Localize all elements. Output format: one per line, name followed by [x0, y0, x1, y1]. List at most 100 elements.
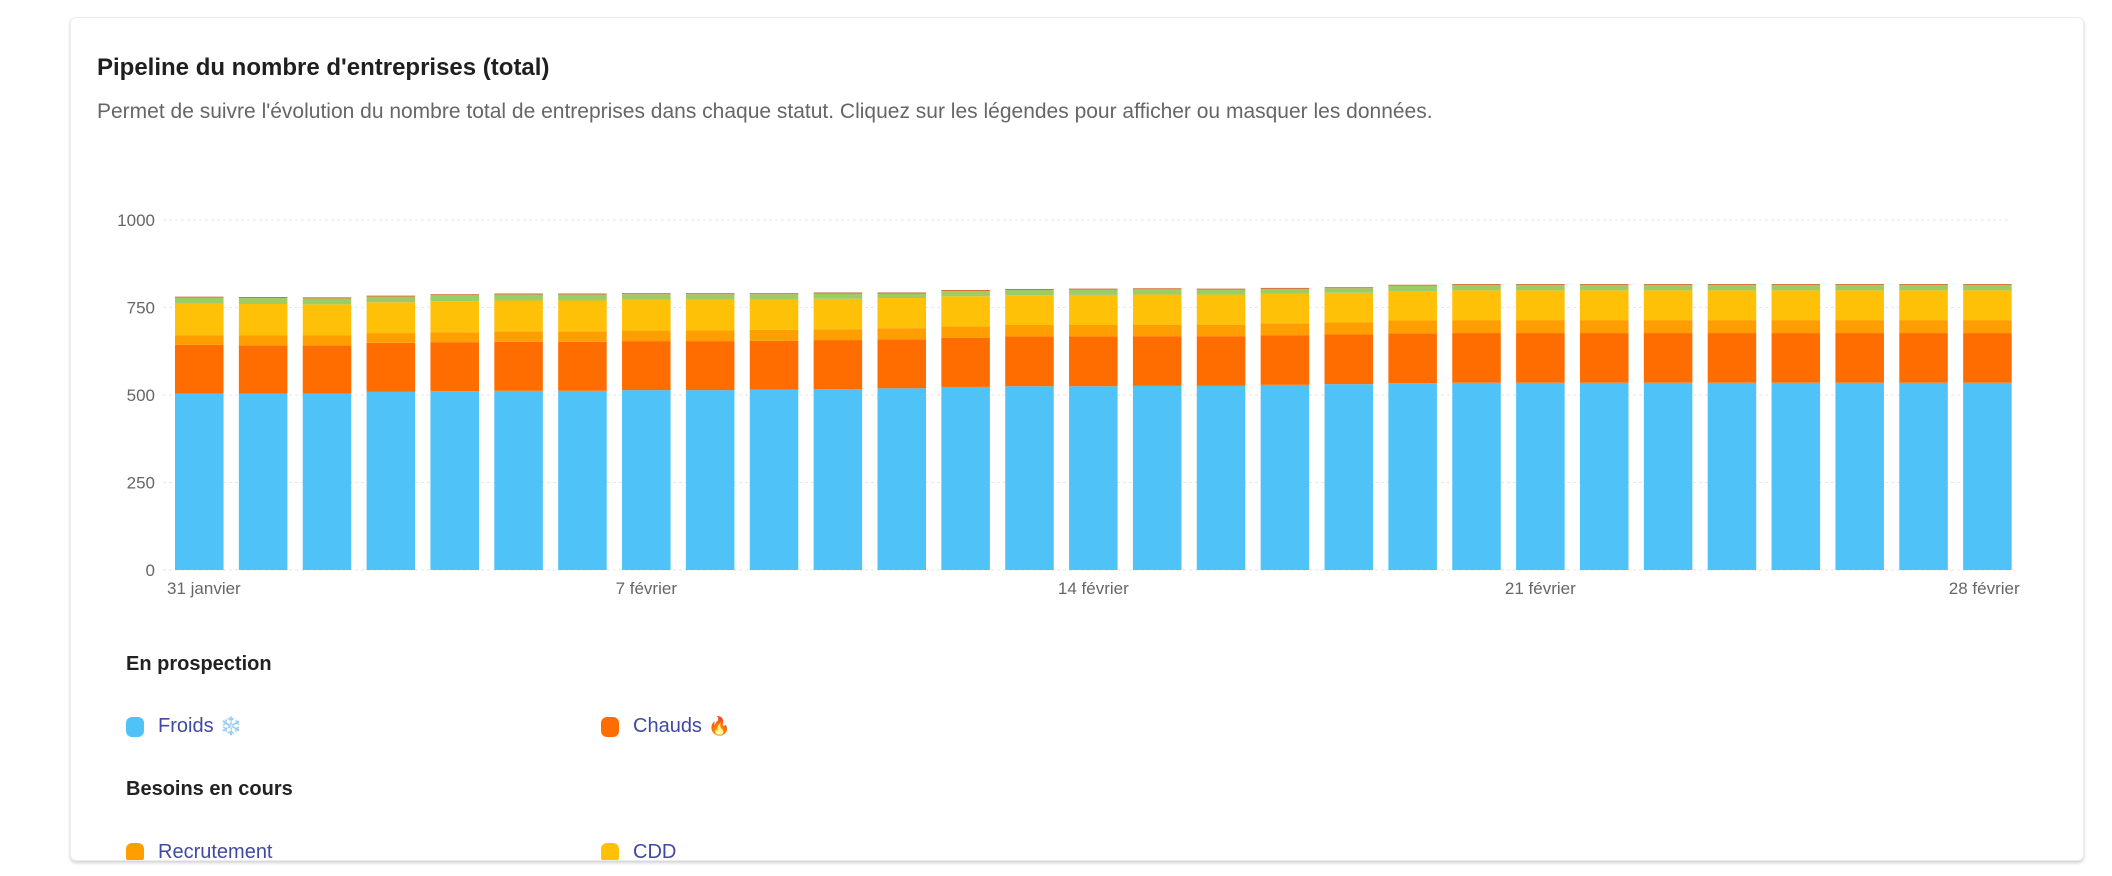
bar-segment-series-4 [1579, 285, 1629, 291]
bar-segment-series-5 [175, 296, 224, 298]
bar-segment-cdd [622, 299, 671, 331]
bar-segment-cdd [1579, 290, 1629, 321]
chauds-swatch [601, 716, 619, 737]
bar-segment-series-4 [813, 293, 863, 299]
bar-segment-froids [302, 393, 352, 570]
bar-segment-froids [749, 389, 799, 570]
bar-segment-series-4 [1452, 285, 1501, 291]
bar-segment-series-4 [1771, 285, 1821, 291]
bar-segment-series-5 [1005, 288, 1054, 290]
bar-segment-series-5 [877, 292, 927, 294]
bar-segment-chauds [1579, 333, 1629, 383]
bar-segment-froids [1005, 386, 1054, 570]
legend-label: Chauds [633, 715, 702, 737]
y-tick-label: 0 [146, 561, 155, 580]
bar-segment-recrutement [877, 328, 927, 340]
bar-segment-cdd [1324, 292, 1374, 323]
bar-segment-recrutement [1132, 324, 1182, 337]
y-tick-label: 250 [127, 474, 155, 493]
x-tick-label: 7 février [616, 579, 678, 598]
bar-segment-cdd [238, 304, 288, 336]
bar-segment-chauds [366, 342, 416, 392]
bar-segment-series-5 [1516, 284, 1565, 286]
bar-segment-chauds [1835, 333, 1884, 383]
bar-segment-series-5 [366, 295, 416, 297]
bar-segment-cdd [877, 298, 927, 329]
legend-item-recrutement[interactable]: Recrutement [126, 841, 273, 860]
bar-segment-froids [685, 390, 735, 570]
bar-segment-series-4 [1005, 290, 1054, 296]
x-tick-label: 28 février [1949, 579, 2020, 598]
legend-item-chauds[interactable]: Chauds 🔥 [601, 715, 730, 738]
stacked-bar-chart: 0 250 500 750 1000 31 janvier 7 février 14 févr… [117, 211, 2020, 598]
bar-segment-series-5 [685, 293, 735, 295]
bar-segment-froids [1196, 385, 1246, 570]
bar-segment-froids [1324, 384, 1374, 570]
bar-segment-froids [1388, 383, 1437, 570]
bar-segment-froids [366, 391, 416, 570]
bar-segment-chauds [1132, 336, 1182, 386]
snowflake-icon: ❄️ [219, 716, 242, 736]
bar-segment-cdd [1005, 295, 1054, 325]
bar-segment-cdd [941, 296, 990, 327]
bar-segment-froids [1069, 386, 1118, 570]
bar-segment-series-5 [749, 293, 799, 295]
bar-segment-chauds [558, 341, 607, 391]
bar-segment-froids [558, 390, 607, 570]
bar-segment-series-5 [1963, 284, 2012, 286]
bar-segment-series-5 [622, 293, 671, 295]
bar-segment-froids [813, 389, 863, 570]
bar-segment-chauds [1069, 336, 1118, 387]
bar-segment-chauds [1643, 333, 1693, 383]
bar-segment-cdd [1196, 294, 1246, 325]
bar-segment-series-5 [302, 297, 352, 299]
bar-segment-recrutement [494, 331, 543, 342]
bar-segment-froids [1132, 385, 1182, 570]
bar-segment-series-4 [175, 297, 224, 304]
bar-segment-chauds [494, 341, 543, 391]
bar-segment-recrutement [1835, 320, 1884, 334]
bar-segment-recrutement [1516, 320, 1565, 334]
bar-segment-froids [1771, 382, 1821, 570]
bar-segment-froids [1260, 384, 1310, 570]
bar-segment-cdd [1069, 294, 1118, 325]
legend-label: Froids [158, 715, 214, 737]
bar-segment-chauds [1388, 333, 1437, 384]
bar-segment-series-4 [1260, 288, 1310, 294]
bar-segment-recrutement [1069, 325, 1118, 337]
y-tick-label: 1000 [117, 211, 155, 230]
x-tick-label: 14 février [1058, 579, 1129, 598]
bar-segment-series-5 [1643, 284, 1693, 286]
bar-segment-cdd [1388, 291, 1437, 321]
bar-segment-series-5 [430, 294, 479, 296]
bar-segment-series-4 [366, 296, 416, 303]
y-tick-label: 750 [127, 299, 155, 318]
bar-segment-recrutement [1643, 320, 1693, 334]
bar-segment-series-5 [1579, 284, 1629, 286]
bar-segment-cdd [1260, 293, 1310, 324]
bar-segment-series-4 [302, 298, 352, 305]
bar-segment-series-4 [494, 294, 543, 301]
legend-label: CDD [633, 841, 677, 861]
bar-segment-series-4 [1324, 288, 1374, 293]
bar-segment-series-5 [238, 297, 288, 299]
bar-segment-cdd [430, 301, 479, 333]
chart-card: Pipeline du nombre d'entreprises (total)… [70, 17, 2084, 861]
bar-segment-chauds [1771, 333, 1821, 383]
bar-segment-cdd [1643, 290, 1693, 321]
bar-segment-recrutement [558, 331, 607, 342]
bar-segment-cdd [1771, 290, 1821, 321]
bar-segment-series-4 [685, 294, 735, 300]
bar-segment-cdd [685, 299, 735, 331]
bar-segment-froids [941, 386, 990, 570]
bar-segment-recrutement [366, 333, 416, 343]
bar-segment-cdd [302, 304, 352, 336]
bar-segment-chauds [1516, 333, 1565, 383]
bar-segment-recrutement [175, 335, 224, 345]
bar-segment-cdd [175, 303, 224, 336]
bar-segment-chauds [941, 337, 990, 387]
legend-item-cdd[interactable]: CDD [601, 841, 677, 861]
legend-item-froids[interactable]: Froids ❄️ [126, 715, 242, 738]
bar-segment-series-4 [1069, 289, 1118, 295]
bar-segment-cdd [366, 302, 416, 334]
